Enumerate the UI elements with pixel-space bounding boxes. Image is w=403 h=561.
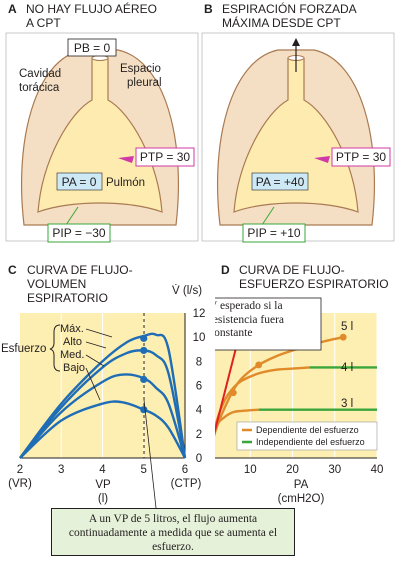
ptp-box-b <box>331 147 391 167</box>
panel-c-title-line1: CURVA DE FLUJO- <box>27 263 133 277</box>
pa-box <box>56 172 103 191</box>
panel-d-title-line1: CURVA DE FLUJO- <box>239 263 345 277</box>
pb-label: PB = 0 <box>74 41 111 55</box>
flow-volume-chart: C CURVA DE FLUJO- VOLUMEN ESPIRATORIO V̇… <box>1 263 206 509</box>
flow-effort-marker <box>339 333 347 341</box>
panel-d-letter: D <box>221 263 230 277</box>
c-xtick-label: 6 <box>182 464 188 476</box>
pip-leader-line <box>65 206 79 226</box>
effort-label: Esfuerzo <box>1 343 46 355</box>
cavity-label-line2: torácica <box>19 82 60 94</box>
c-ytick-label: 4 <box>196 405 203 417</box>
c-xtick-label: 4 <box>99 464 106 476</box>
effort-level-low: Bajo <box>63 362 85 374</box>
c-xtick-label: 2 <box>17 464 23 476</box>
explanatory-note: A un VP de 5 litros, el flujo aumenta co… <box>51 508 295 556</box>
cavity-label-line1: Cavidad <box>19 68 61 80</box>
c-xtick-label: 5 <box>141 464 147 476</box>
pa-label-b: PA = +40 <box>256 175 305 189</box>
effort-pointer-max <box>85 328 113 338</box>
note-leader-line <box>143 399 157 509</box>
flow-volume-curve-2 <box>19 373 187 459</box>
c-ytick-label: 2 <box>196 429 202 441</box>
c-ytick-label: 8 <box>196 356 202 368</box>
x-axis-title-c: VP <box>95 479 111 491</box>
panel-a-letter: A <box>8 2 17 16</box>
effort-pointer-high <box>85 341 107 349</box>
effort-pointer-med <box>85 354 105 367</box>
airflow-arrow-icon <box>292 38 300 46</box>
ptp-arrow-b <box>314 156 330 163</box>
pleural-label-line1: Espacio <box>120 63 161 75</box>
panel-a-diagram <box>5 32 199 242</box>
d-xtick-label: 40 <box>371 464 384 476</box>
effort-level-high: Alto <box>63 336 82 348</box>
pip-label: PIP = −30 <box>52 226 105 240</box>
panel-b-title-line1: ESPIRACIÓN FORZADA <box>222 1 357 16</box>
panel-c-letter: C <box>8 263 17 277</box>
c-ytick-label: 10 <box>193 332 206 344</box>
pa-box-b <box>251 172 309 191</box>
x-axis-title-d: PA <box>294 479 309 491</box>
pip-leader-line-b <box>261 206 275 226</box>
ptp-label-b: PTP = 30 <box>336 150 386 164</box>
pip-box <box>47 223 111 243</box>
ptp-label: PTP = 30 <box>140 150 190 164</box>
pb-box <box>67 38 117 57</box>
flow-volume-marker-0 <box>140 334 148 342</box>
volume-label-3l: 3 l <box>341 398 353 410</box>
x-axis-unit-c: (l) <box>98 493 108 505</box>
panel-b-title-line2: MÁXIMA DESDE CPT <box>222 15 341 30</box>
x-extra-left: (VR) <box>8 478 32 490</box>
volume-label-5l: 5 l <box>341 321 353 333</box>
flow-volume-curve-0 <box>19 332 187 459</box>
panel-d-title-line2: ESFUERZO ESPIRATORIO <box>239 277 389 291</box>
x-extra-right: (CTP) <box>171 478 202 490</box>
d-xtick-label: 30 <box>328 464 341 476</box>
legend-label-independent: Independiente del esfuerzo <box>256 437 365 447</box>
flow-volume-curve-1 <box>19 349 187 459</box>
panel-a-title-line2: A CPT <box>26 16 61 30</box>
panel-c-title-line2: VOLUMEN <box>27 277 86 291</box>
flow-volume-marker-3 <box>140 406 148 414</box>
c-ytick-label: 0 <box>196 453 202 465</box>
effort-pointer-low <box>85 367 101 401</box>
expected-flow-callout <box>215 297 322 351</box>
x-axis-unit-d: (cmH2O) <box>278 493 325 505</box>
c-ytick-label: 6 <box>196 381 202 393</box>
effort-brace <box>49 324 61 372</box>
y-axis-title: V̇ (l/s) <box>172 284 202 297</box>
lung-label: Pulmón <box>106 177 145 189</box>
legend-box <box>236 421 378 451</box>
c-curves <box>19 332 187 459</box>
ptp-box <box>135 147 195 167</box>
effort-level-med: Med. <box>60 349 84 361</box>
flow-volume-marker-1 <box>140 346 148 355</box>
pa-label: PA = 0 <box>62 175 97 189</box>
flow-volume-curve-3 <box>19 400 187 459</box>
expected-flow-text: V̇ esperado si la resistencia fuera cons… <box>215 300 285 339</box>
volume-label-4l: 4 l <box>341 362 353 374</box>
legend-label-dependent: Dependiente del esfuerzo <box>256 425 359 435</box>
c-xtick-label: 3 <box>58 464 64 476</box>
d-ticks: 010203040 <box>244 464 384 476</box>
d-xtick-label: 20 <box>286 464 299 476</box>
pip-box-b <box>242 223 306 243</box>
ptp-arrow <box>118 156 134 163</box>
explanatory-note-text: A un VP de 5 litros, el flujo aumenta co… <box>68 513 278 553</box>
flow-volume-marker-2 <box>140 375 148 384</box>
pleural-label-line2: pleural <box>127 77 162 89</box>
panel-b-letter: B <box>204 2 213 16</box>
lung-panels: A NO HAY FLUJO AÉREO A CPT B ESPIRACIÓN … <box>5 1 395 243</box>
panel-c-title-line3: ESPIRATORIO <box>27 291 108 305</box>
c-ytick-label: 12 <box>193 308 206 320</box>
panel-a-title-line1: NO HAY FLUJO AÉREO <box>26 1 157 16</box>
pip-label-b: PIP = +10 <box>247 226 300 240</box>
effort-level-max: Máx. <box>60 323 84 335</box>
panel-b-diagram <box>201 32 395 242</box>
flow-effort-chart: D CURVA DE FLUJO- ESFUERZO ESPIRATORIO 0… <box>215 263 389 505</box>
d-xtick-label: 10 <box>244 464 257 476</box>
flow-effort-marker <box>255 361 263 369</box>
